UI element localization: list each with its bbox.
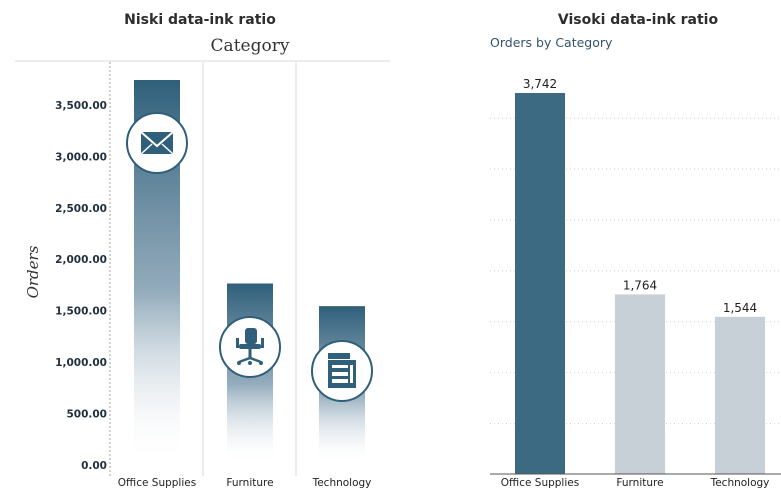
- right-bar: [615, 294, 665, 474]
- left-y-tick-label: 3,000.00: [55, 151, 107, 163]
- right-x-tick-label: Office Supplies: [501, 477, 579, 488]
- left-y-tick-label: 2,000.00: [55, 254, 107, 266]
- right-bars: [515, 93, 765, 474]
- left-chart-subtitle: Category: [211, 36, 290, 56]
- right-data-label: 3,742: [523, 77, 557, 91]
- left-y-tick-label: 1,000.00: [55, 357, 107, 369]
- right-chart: Visoki data-ink ratio Orders by Category…: [490, 12, 781, 488]
- right-x-tick-label: Technology: [710, 477, 770, 488]
- left-chart: Niski data-ink ratio Category 0.00 500.00…: [15, 12, 390, 488]
- office-chair-icon: [219, 316, 281, 378]
- left-y-ticks: 0.00 500.00 1,000.00 1,500.00 2,000.00 2,500.…: [55, 100, 107, 472]
- left-x-tick-label: Technology: [312, 477, 372, 488]
- left-y-tick-label: 0.00: [81, 460, 107, 472]
- left-y-tick-label: 3,500.00: [55, 100, 107, 112]
- right-data-labels: 3,742 1,764 1,544: [523, 77, 757, 315]
- right-data-label: 1,764: [623, 278, 657, 292]
- left-icons: [126, 112, 373, 402]
- left-y-axis-label: Orders: [24, 245, 42, 298]
- right-data-label: 1,544: [723, 301, 757, 315]
- left-y-tick-label: 2,500.00: [55, 203, 107, 215]
- copier-icon: [311, 340, 373, 402]
- right-chart-subtitle: Orders by Category: [490, 35, 613, 50]
- left-y-tick-label: 500.00: [66, 409, 107, 421]
- right-x-tick-label: Furniture: [616, 477, 663, 488]
- left-x-tick-label: Furniture: [226, 477, 273, 488]
- left-x-ticks: Office Supplies Furniture Technology: [118, 477, 372, 488]
- right-x-ticks: Office Supplies Furniture Technology: [501, 477, 770, 488]
- left-y-tick-label: 1,500.00: [55, 306, 107, 318]
- left-x-tick-label: Office Supplies: [118, 477, 196, 488]
- right-chart-title: Visoki data-ink ratio: [558, 12, 719, 28]
- right-bar: [715, 316, 765, 474]
- left-chart-title: Niski data-ink ratio: [124, 12, 276, 28]
- left-grid: [15, 60, 390, 476]
- envelope-icon: [126, 112, 188, 174]
- right-bar: [515, 93, 565, 474]
